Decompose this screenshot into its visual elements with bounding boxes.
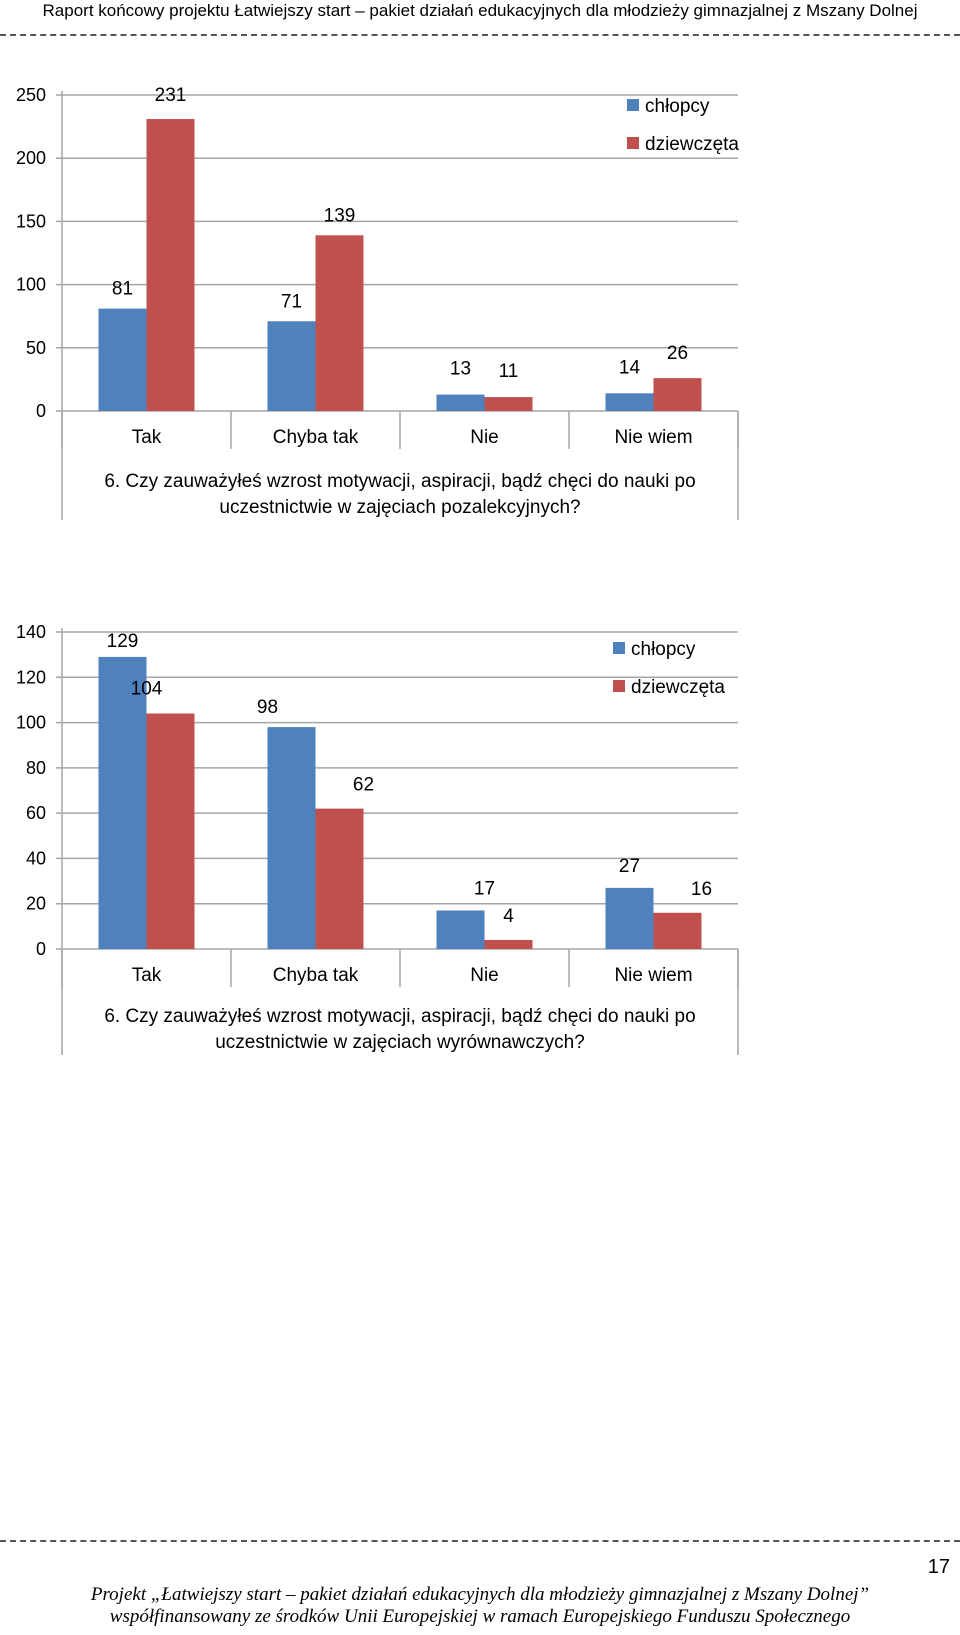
x-category-label: Chyba tak <box>273 965 359 986</box>
data-label: 17 <box>474 879 495 900</box>
data-label: 4 <box>503 906 514 927</box>
bar-chlopcy <box>436 910 485 949</box>
y-tick-label: 120 <box>16 667 46 687</box>
data-label: 231 <box>155 85 187 106</box>
bar-dziewczeta <box>484 397 533 411</box>
y-tick-label: 0 <box>36 939 46 959</box>
y-tick-label: 0 <box>36 401 46 421</box>
x-category-label: Nie <box>470 427 499 448</box>
y-tick-label: 100 <box>16 275 46 295</box>
legend-swatch <box>613 642 625 654</box>
x-category-label: Nie wiem <box>614 965 692 986</box>
bar-chlopcy <box>605 887 654 949</box>
chart-title-line: 6. Czy zauważyłeś wzrost motywacji, aspi… <box>104 1006 695 1027</box>
y-tick-label: 250 <box>16 85 46 105</box>
data-label: 26 <box>667 343 688 364</box>
bar-chlopcy <box>98 308 147 411</box>
y-tick-label: 200 <box>16 148 46 168</box>
bar-dziewczeta <box>653 378 702 411</box>
y-tick-label: 50 <box>26 338 46 358</box>
data-label: 27 <box>619 856 640 877</box>
bar-chlopcy <box>267 321 316 411</box>
x-category-label: Chyba tak <box>273 427 359 448</box>
footer-line-1: Projekt „Łatwiejszy start – pakiet dział… <box>90 1584 870 1605</box>
bar-chlopcy <box>267 727 316 949</box>
legend-label: chłopcy <box>645 96 710 117</box>
data-label: 16 <box>691 879 712 900</box>
footer-line-2: współfinansowany ze środków Unii Europej… <box>109 1606 851 1627</box>
bar-dziewczeta <box>653 912 702 949</box>
legend-label: dziewczęta <box>631 677 725 698</box>
x-category-label: Nie <box>470 965 499 986</box>
x-category-label: Nie wiem <box>614 427 692 448</box>
chart-wyrownawcze: 0 20 40 60 80 100 120 140 129 98 17 27 104 62 4 16 Tak Ch… <box>16 622 739 1055</box>
x-category-label: Tak <box>132 427 162 448</box>
y-tick-label: 150 <box>16 211 46 231</box>
data-label: 71 <box>281 291 302 312</box>
data-label: 13 <box>450 359 471 380</box>
legend-label: chłopcy <box>631 639 696 660</box>
header-divider <box>0 34 960 36</box>
data-label: 104 <box>131 679 163 700</box>
legend-swatch <box>613 680 625 692</box>
data-label: 14 <box>619 357 641 378</box>
y-tick-label: 40 <box>26 848 46 868</box>
chart-title-line: uczestnictwie w zajęciach wyrównawczych? <box>215 1032 585 1053</box>
data-label: 139 <box>324 205 356 226</box>
y-tick-label: 20 <box>26 894 46 914</box>
y-tick-label: 60 <box>26 803 46 823</box>
data-label: 11 <box>499 361 519 382</box>
data-label: 62 <box>353 775 374 796</box>
chart-title-line: uczestnictwie w zajęciach pozalekcyjnych… <box>219 497 580 518</box>
chart-title-line: 6. Czy zauważyłeś wzrost motywacji, aspi… <box>104 471 695 492</box>
bar-chlopcy <box>436 394 485 411</box>
data-label: 129 <box>107 631 139 652</box>
bar-chlopcy <box>98 656 147 949</box>
page-number: 17 <box>927 1556 950 1578</box>
y-tick-label: 80 <box>26 758 46 778</box>
bar-dziewczeta <box>315 235 364 411</box>
data-label: 98 <box>257 697 278 718</box>
legend-swatch <box>627 99 639 111</box>
bar-chlopcy <box>605 393 654 411</box>
page-header-title: Raport końcowy projektu Łatwiejszy start… <box>42 1 918 20</box>
x-category-label: Tak <box>132 965 162 986</box>
footer-divider <box>0 1540 960 1542</box>
legend-swatch <box>627 137 639 149</box>
bar-dziewczeta <box>146 119 195 412</box>
y-tick-label: 140 <box>16 622 46 642</box>
data-label: 81 <box>112 279 133 300</box>
bar-dziewczeta <box>315 808 364 949</box>
bar-dziewczeta <box>146 713 195 949</box>
bar-dziewczeta <box>484 939 533 949</box>
legend-label: dziewczęta <box>645 134 739 155</box>
chart-pozalekcyjne: 0 50 100 150 200 250 81 71 13 14 231 139 11 26 Tak Chyb… <box>16 85 739 520</box>
y-tick-label: 100 <box>16 713 46 733</box>
